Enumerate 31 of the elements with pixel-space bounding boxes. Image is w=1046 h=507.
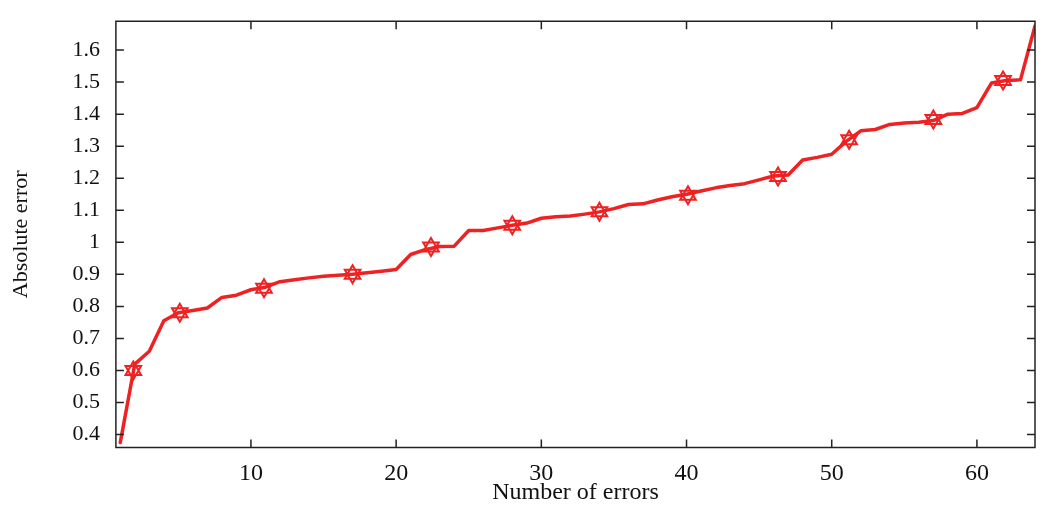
x-tick-label: 50 (819, 459, 844, 486)
point (840, 129, 858, 150)
y-tick-label: 1.4 (72, 99, 100, 125)
point (769, 166, 787, 187)
point (590, 201, 609, 222)
y-tick-label: 0.5 (72, 388, 100, 414)
x-tick-label: 40 (674, 459, 699, 486)
y-tick-label: 1.3 (72, 131, 100, 157)
y-tick-label: 0.4 (72, 420, 100, 446)
y-tick-label: 0.7 (72, 324, 100, 350)
point (924, 109, 943, 130)
y-tick-label: 1 (88, 228, 100, 254)
point (255, 278, 273, 299)
x-tick-label: 20 (384, 459, 409, 486)
point (343, 264, 362, 285)
y-tick-label: 1.6 (72, 35, 100, 61)
x-tick-label: 10 (238, 459, 263, 486)
point (170, 302, 189, 323)
point (679, 185, 697, 206)
point (124, 360, 143, 381)
point (503, 215, 522, 236)
point (994, 70, 1012, 91)
y-tick-label: 0.9 (72, 260, 100, 286)
y-tick-label: 0.8 (72, 292, 100, 318)
y-tick-label: 1.5 (72, 67, 100, 93)
y-tick-label: 1.1 (72, 196, 100, 222)
x-tick-label: 60 (964, 459, 989, 486)
point (422, 237, 440, 258)
y-tick-label: 1.2 (72, 164, 100, 189)
y-tick-label: 0.6 (72, 356, 100, 382)
y-axis-title: Absolute error (6, 169, 32, 299)
